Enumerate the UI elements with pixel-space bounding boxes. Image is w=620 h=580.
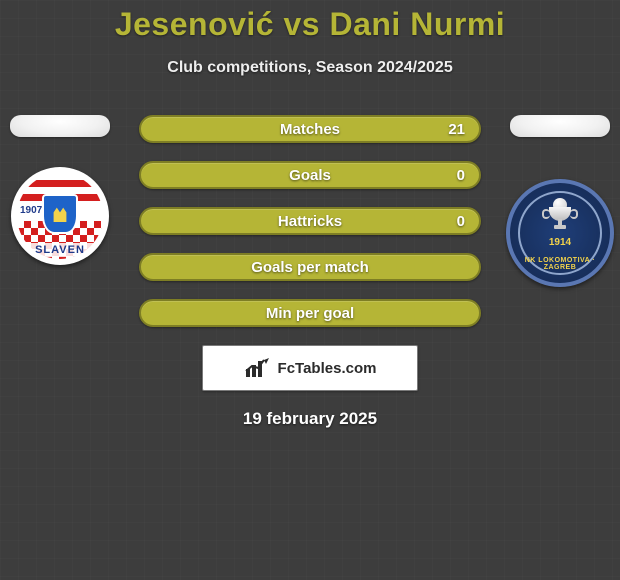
right-crest-name: NK LOKOMOTIVA · ZAGREB <box>510 257 610 271</box>
stat-label: Matches <box>280 121 340 138</box>
brand-badge: FcTables.com <box>202 345 418 391</box>
stat-value-right: 0 <box>457 167 465 184</box>
left-crest-name: SLAVEN <box>11 243 109 257</box>
right-player-column: 1914 NK LOKOMOTIVA · ZAGREB <box>505 115 615 287</box>
left-crest-year: 1907 <box>20 205 42 216</box>
page-title: Jesenović vs Dani Nurmi <box>0 0 620 43</box>
stat-bar-goals: Goals 0 <box>139 161 481 189</box>
right-team-crest: 1914 NK LOKOMOTIVA · ZAGREB <box>506 179 614 287</box>
trophy-icon <box>547 201 573 231</box>
stat-label: Goals per match <box>251 259 369 276</box>
left-player-column: 1907 SLAVEN <box>5 115 115 265</box>
stat-bar-matches: Matches 21 <box>139 115 481 143</box>
stat-label: Hattricks <box>278 213 342 230</box>
left-player-name-pill <box>10 115 110 137</box>
right-player-name-pill <box>510 115 610 137</box>
stat-bars: Matches 21 Goals 0 Hattricks 0 Goals per… <box>139 115 481 327</box>
page-subtitle: Club competitions, Season 2024/2025 <box>0 59 620 77</box>
comparison-panel: 1907 SLAVEN 1914 NK LOKOMOTIVA · ZAGREB … <box>0 115 620 429</box>
stat-value-right: 0 <box>457 213 465 230</box>
left-crest-shield-icon <box>42 194 78 234</box>
brand-text: FcTables.com <box>278 360 377 377</box>
left-team-crest: 1907 SLAVEN <box>11 167 109 265</box>
right-crest-year: 1914 <box>510 237 610 248</box>
stat-bar-goals-per-match: Goals per match <box>139 253 481 281</box>
stat-label: Goals <box>289 167 331 184</box>
stat-value-right: 21 <box>448 121 465 138</box>
stat-bar-min-per-goal: Min per goal <box>139 299 481 327</box>
bar-chart-icon <box>244 357 272 379</box>
stat-label: Min per goal <box>266 305 354 322</box>
stat-bar-hattricks: Hattricks 0 <box>139 207 481 235</box>
comparison-date: 19 february 2025 <box>0 409 620 429</box>
